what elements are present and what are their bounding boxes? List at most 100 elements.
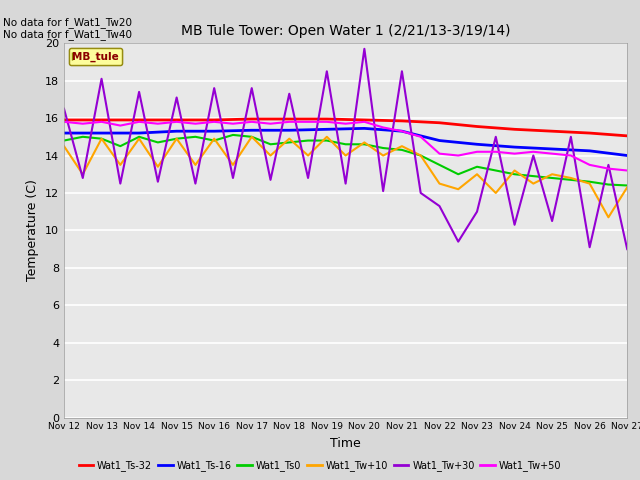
Wat1_Tw+50 (529, 149, 537, 155)
Wat1_Ts-16 (98, 130, 106, 136)
Wat1_Tw+50 (173, 119, 180, 125)
Wat1_Ts-16 (135, 130, 143, 136)
Wat1_Tw+30 (116, 181, 124, 187)
Wat1_Tw+30 (285, 91, 293, 96)
Wat1_Tw+30 (529, 153, 537, 158)
Wat1_Ts0 (248, 134, 255, 140)
Wat1_Ts0 (529, 173, 537, 179)
Wat1_Ts-16 (323, 126, 331, 132)
Wat1_Tw+50 (304, 119, 312, 125)
Wat1_Ts-16 (586, 148, 593, 154)
Wat1_Tw+50 (229, 121, 237, 127)
Wat1_Tw+10 (267, 153, 275, 158)
Wat1_Tw+30 (154, 179, 162, 185)
Wat1_Ts0 (360, 142, 368, 147)
Wat1_Ts0 (211, 138, 218, 144)
Wat1_Tw+30 (60, 106, 68, 112)
Wat1_Ts0 (267, 142, 275, 147)
Wat1_Ts0 (380, 145, 387, 151)
Wat1_Tw+10 (116, 162, 124, 168)
Wat1_Tw+30 (360, 46, 368, 52)
Wat1_Ts-32 (135, 117, 143, 123)
Wat1_Tw+10 (79, 171, 86, 177)
Wat1_Ts-16 (623, 153, 631, 158)
Wat1_Tw+50 (267, 121, 275, 127)
Wat1_Tw+50 (398, 128, 406, 134)
Wat1_Ts-32 (60, 117, 68, 123)
Wat1_Tw+30 (567, 134, 575, 140)
Wat1_Ts0 (454, 171, 462, 177)
Wat1_Tw+50 (135, 119, 143, 125)
Title: MB Tule Tower: Open Water 1 (2/21/13-3/19/14): MB Tule Tower: Open Water 1 (2/21/13-3/1… (181, 24, 510, 38)
Wat1_Tw+10 (248, 134, 255, 140)
Wat1_Ts-16 (548, 146, 556, 152)
Wat1_Tw+30 (548, 218, 556, 224)
Wat1_Tw+10 (623, 184, 631, 190)
Legend: Wat1_Ts-32, Wat1_Ts-16, Wat1_Ts0, Wat1_Tw+10, Wat1_Tw+30, Wat1_Tw+50: Wat1_Ts-32, Wat1_Ts-16, Wat1_Ts0, Wat1_T… (75, 456, 565, 475)
Wat1_Tw+30 (342, 181, 349, 187)
Wat1_Tw+30 (173, 95, 180, 100)
Wat1_Tw+10 (304, 153, 312, 158)
Wat1_Ts0 (342, 142, 349, 147)
Wat1_Ts0 (191, 134, 199, 140)
Wat1_Tw+50 (342, 121, 349, 127)
Wat1_Tw+10 (342, 153, 349, 158)
X-axis label: Time: Time (330, 437, 361, 450)
Wat1_Tw+10 (454, 186, 462, 192)
Wat1_Ts0 (623, 182, 631, 188)
Wat1_Tw+10 (360, 140, 368, 145)
Wat1_Ts-16 (511, 144, 518, 150)
Wat1_Tw+30 (623, 246, 631, 252)
Line: Wat1_Ts0: Wat1_Ts0 (64, 135, 627, 185)
Wat1_Tw+50 (548, 151, 556, 156)
Wat1_Tw+50 (323, 119, 331, 125)
Wat1_Ts-32 (211, 117, 218, 123)
Wat1_Tw+10 (229, 162, 237, 168)
Wat1_Ts-32 (511, 126, 518, 132)
Y-axis label: Temperature (C): Temperature (C) (26, 180, 40, 281)
Text: No data for f_Wat1_Tw40: No data for f_Wat1_Tw40 (3, 29, 132, 40)
Wat1_Ts0 (492, 168, 500, 173)
Wat1_Tw+10 (492, 190, 500, 196)
Wat1_Tw+10 (605, 215, 612, 220)
Wat1_Tw+50 (248, 119, 255, 125)
Wat1_Tw+30 (380, 188, 387, 194)
Wat1_Tw+30 (492, 134, 500, 140)
Wat1_Tw+50 (380, 125, 387, 131)
Wat1_Ts-32 (586, 130, 593, 136)
Legend: MB_tule: MB_tule (69, 48, 122, 65)
Wat1_Tw+10 (135, 136, 143, 142)
Line: Wat1_Ts-16: Wat1_Ts-16 (64, 128, 627, 156)
Wat1_Ts-32 (623, 133, 631, 139)
Wat1_Ts0 (116, 143, 124, 149)
Wat1_Tw+50 (360, 119, 368, 125)
Text: No data for f_Wat1_Tw20: No data for f_Wat1_Tw20 (3, 17, 132, 28)
Wat1_Ts-32 (323, 116, 331, 122)
Wat1_Tw+10 (398, 143, 406, 149)
Wat1_Ts0 (417, 153, 424, 158)
Wat1_Tw+50 (285, 119, 293, 125)
Wat1_Ts-16 (285, 127, 293, 133)
Wat1_Tw+50 (191, 121, 199, 127)
Wat1_Ts0 (135, 134, 143, 140)
Wat1_Tw+30 (398, 68, 406, 74)
Wat1_Tw+10 (529, 181, 537, 187)
Wat1_Ts-32 (98, 117, 106, 123)
Line: Wat1_Ts-32: Wat1_Ts-32 (64, 119, 627, 136)
Wat1_Tw+30 (511, 222, 518, 228)
Wat1_Tw+10 (567, 175, 575, 181)
Wat1_Tw+10 (173, 136, 180, 142)
Wat1_Tw+10 (586, 181, 593, 187)
Wat1_Ts0 (79, 134, 86, 140)
Wat1_Tw+30 (473, 209, 481, 215)
Wat1_Tw+30 (436, 203, 444, 209)
Wat1_Tw+10 (285, 136, 293, 142)
Wat1_Ts-16 (211, 128, 218, 134)
Wat1_Tw+50 (211, 119, 218, 125)
Wat1_Tw+50 (492, 149, 500, 155)
Wat1_Tw+50 (60, 119, 68, 125)
Wat1_Tw+50 (417, 134, 424, 140)
Wat1_Tw+10 (211, 136, 218, 142)
Wat1_Tw+30 (323, 68, 331, 74)
Wat1_Ts-16 (436, 138, 444, 144)
